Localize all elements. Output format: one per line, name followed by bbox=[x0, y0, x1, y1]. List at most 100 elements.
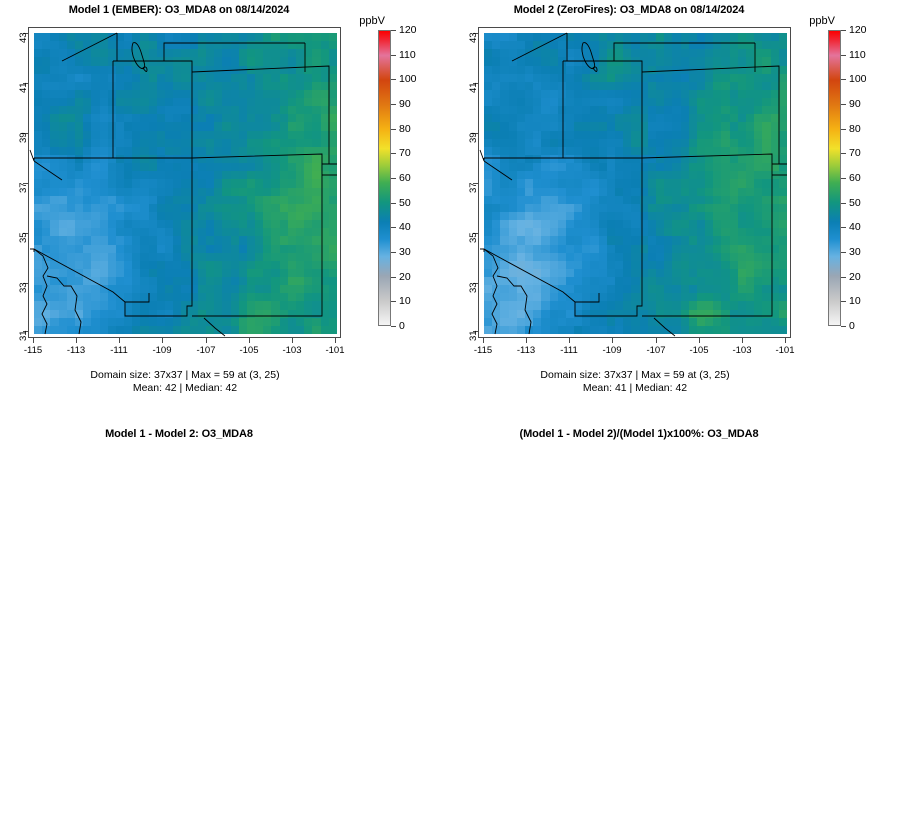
raster-cell bbox=[606, 89, 616, 99]
raster-cell bbox=[705, 57, 714, 67]
raster-cell bbox=[42, 33, 51, 42]
y-tick-label: 33 bbox=[468, 282, 479, 293]
raster-cell bbox=[140, 73, 150, 83]
raster-cell bbox=[778, 285, 787, 294]
raster-cell bbox=[58, 203, 68, 213]
raster-cell bbox=[492, 179, 501, 189]
raster-cell bbox=[156, 65, 166, 75]
raster-cell bbox=[83, 317, 92, 327]
raster-cell bbox=[124, 89, 133, 99]
y-tick-label: 37 bbox=[18, 182, 29, 193]
raster-cell bbox=[156, 317, 166, 327]
raster-cell bbox=[107, 301, 117, 311]
raster-cell bbox=[320, 236, 330, 246]
raster-cell bbox=[688, 317, 698, 327]
raster-cell bbox=[66, 155, 76, 164]
raster-cell bbox=[58, 163, 68, 172]
raster-cell bbox=[107, 236, 117, 246]
raster-cell bbox=[533, 220, 542, 229]
raster-cell bbox=[124, 81, 133, 91]
raster-cell bbox=[508, 203, 518, 213]
colorbar-tick bbox=[841, 326, 846, 327]
raster-cell bbox=[606, 146, 616, 156]
raster-cell bbox=[762, 33, 772, 42]
raster-cell bbox=[549, 179, 559, 189]
raster-cell bbox=[590, 146, 600, 156]
raster-cell bbox=[83, 187, 92, 197]
raster-cell bbox=[598, 57, 608, 67]
raster-cell bbox=[214, 57, 223, 67]
raster-cell bbox=[304, 33, 314, 42]
raster-cell bbox=[615, 325, 624, 334]
raster-cell bbox=[140, 325, 150, 334]
raster-cell bbox=[107, 220, 117, 229]
raster-cell bbox=[124, 122, 133, 132]
raster-cell bbox=[500, 179, 510, 189]
raster-cell bbox=[516, 203, 526, 213]
raster-cell bbox=[492, 33, 501, 42]
raster-cell bbox=[590, 98, 600, 107]
raster-cell bbox=[524, 155, 534, 164]
raster-cell bbox=[754, 49, 764, 58]
y-tick-label: 33 bbox=[18, 282, 29, 293]
raster-cell bbox=[508, 171, 518, 181]
colorbar-tick bbox=[391, 227, 396, 229]
x-tick-label: -101 bbox=[325, 345, 345, 356]
raster-cell bbox=[263, 57, 273, 67]
raster-cell bbox=[541, 211, 551, 221]
raster-cell bbox=[328, 211, 337, 221]
raster-cell bbox=[737, 317, 747, 327]
raster-cell bbox=[778, 211, 787, 221]
raster-cell bbox=[778, 309, 787, 319]
y-tick-label: 39 bbox=[18, 132, 29, 143]
raster-cell bbox=[148, 317, 158, 327]
raster-cell bbox=[107, 163, 117, 172]
raster-cell bbox=[598, 98, 608, 107]
raster-cell bbox=[124, 73, 133, 83]
raster-cell bbox=[107, 228, 117, 237]
raster-cell bbox=[34, 187, 43, 197]
map-plot-area[interactable] bbox=[478, 27, 791, 338]
raster-cell bbox=[606, 57, 616, 67]
raster-cell bbox=[115, 138, 125, 148]
raster-cell bbox=[263, 325, 273, 334]
raster-cell bbox=[263, 33, 273, 42]
raster-cell bbox=[74, 179, 84, 189]
raster-cell bbox=[124, 98, 133, 107]
colorbar-tick-label: 50 bbox=[399, 196, 411, 209]
raster-cell bbox=[140, 89, 150, 99]
raster-cell bbox=[770, 293, 780, 303]
raster-cell bbox=[165, 317, 174, 327]
raster-cell bbox=[664, 33, 673, 42]
x-tick-label: -105 bbox=[239, 345, 259, 356]
raster-cell bbox=[132, 146, 142, 156]
raster-cell bbox=[582, 89, 592, 99]
raster-cell bbox=[74, 203, 84, 213]
raster-cell bbox=[631, 325, 641, 334]
raster-cell bbox=[42, 211, 51, 221]
raster-cell bbox=[705, 33, 714, 42]
raster-cell bbox=[328, 260, 337, 270]
raster-cell bbox=[574, 81, 583, 91]
raster-cell bbox=[58, 236, 68, 246]
raster-cell bbox=[598, 81, 608, 91]
raster-cell bbox=[74, 220, 84, 229]
raster-cell bbox=[230, 33, 240, 42]
raster-cell bbox=[320, 277, 330, 286]
raster-cell bbox=[582, 81, 592, 91]
raster-cell bbox=[606, 106, 616, 115]
colorbar-tick-label: 40 bbox=[399, 221, 411, 234]
raster-cell bbox=[328, 228, 337, 237]
raster-cell bbox=[778, 228, 787, 237]
raster-cell bbox=[66, 220, 76, 229]
raster-cell bbox=[66, 163, 76, 172]
raster-cell bbox=[606, 325, 616, 334]
map-plot-area[interactable] bbox=[28, 27, 341, 338]
raster-cell bbox=[606, 114, 616, 124]
raster-cell bbox=[672, 57, 682, 67]
raster-cell bbox=[696, 317, 706, 327]
raster-cell bbox=[582, 138, 592, 148]
raster-cell bbox=[165, 325, 174, 334]
raster-cell bbox=[83, 203, 92, 213]
panel-difference: Model 1 - Model 2: O3_MDA8 bbox=[0, 420, 450, 840]
